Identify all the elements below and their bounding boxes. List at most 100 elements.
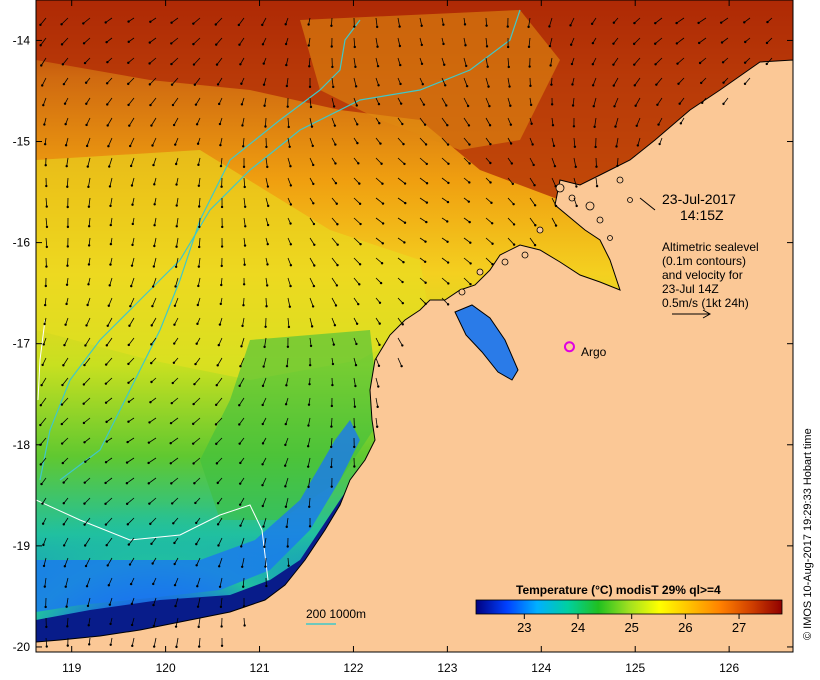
velocity-arrow-head (333, 324, 337, 327)
velocity-arrow-head (308, 382, 311, 386)
velocity-arrow-head (241, 124, 244, 127)
velocity-arrow-head (148, 502, 151, 505)
velocity-arrow-head (284, 403, 288, 406)
velocity-arrow (308, 417, 311, 426)
velocity-arrow-head (193, 382, 196, 386)
velocity-arrow (507, 217, 515, 225)
velocity-arrow-head (312, 202, 315, 205)
velocity-arrow-head (87, 225, 91, 228)
velocity-arrow (463, 37, 466, 46)
velocity-arrow (397, 37, 401, 47)
velocity-arrow-head (129, 582, 133, 586)
velocity-arrow-head (378, 301, 382, 305)
velocity-arrow-head (87, 624, 90, 627)
velocity-arrow-head (353, 425, 356, 429)
velocity-arrow-head (261, 463, 264, 466)
velocity-arrow-head (175, 204, 178, 207)
velocity-arrow (528, 17, 531, 27)
velocity-arrow-head (377, 102, 381, 106)
velocity-arrow (242, 137, 245, 147)
velocity-arrow (198, 257, 201, 267)
velocity-arrow (171, 37, 179, 44)
lon-tick-label: 120 (156, 661, 176, 675)
velocity-arrow-head (313, 243, 316, 246)
velocity-arrow-head (528, 65, 531, 68)
scale-arrow (672, 309, 712, 319)
velocity-arrow-head (679, 122, 683, 125)
velocity-arrow-head (488, 104, 491, 108)
colorbar-tick-label: 27 (732, 620, 746, 635)
velocity-arrow-head (220, 205, 224, 209)
velocity-arrow (419, 277, 426, 284)
velocity-arrow-head (489, 161, 492, 165)
velocity-arrow (40, 397, 47, 406)
velocity-arrow-head (109, 263, 112, 266)
velocity-arrow-head (507, 65, 510, 69)
velocity-arrow (441, 77, 446, 86)
velocity-arrow-head (287, 325, 291, 329)
velocity-arrow-head (217, 343, 221, 347)
velocity-arrow (67, 257, 69, 266)
velocity-arrow (240, 57, 245, 65)
velocity-arrow-head (170, 401, 173, 405)
velocity-arrow-head (285, 63, 288, 67)
velocity-arrow (613, 37, 619, 44)
velocity-arrow-head (238, 43, 241, 46)
velocity-arrow (129, 317, 135, 326)
velocity-arrow (153, 637, 157, 647)
sealevel-contour (37, 319, 46, 401)
velocity-arrow-head (289, 222, 292, 225)
velocity-arrow-head (43, 585, 47, 588)
velocity-arrow-head (126, 440, 129, 444)
velocity-arrow-head (240, 103, 244, 106)
velocity-arrow-head (41, 84, 44, 87)
velocity-arrow-head (215, 383, 218, 387)
velocity-arrow (676, 17, 685, 24)
velocity-arrow (129, 297, 135, 307)
velocity-arrow-head (44, 605, 47, 609)
velocity-arrow (549, 17, 553, 27)
velocity-arrow (353, 37, 356, 47)
velocity-arrow-head (131, 243, 134, 247)
velocity-arrow-head (127, 381, 130, 385)
velocity-arrow (419, 157, 428, 165)
velocity-arrow (128, 377, 135, 384)
velocity-arrow-head (60, 403, 64, 406)
velocity-arrow-head (107, 304, 110, 307)
velocity-arrow (87, 597, 91, 606)
velocity-arrow (45, 217, 48, 227)
velocity-arrow-head (41, 502, 44, 505)
velocity-arrow-head (262, 62, 265, 65)
velocity-arrow (397, 237, 405, 243)
velocity-arrow-head (591, 62, 595, 66)
velocity-arrow-head (40, 64, 43, 67)
velocity-arrow-head (217, 544, 220, 547)
velocity-arrow-head (85, 144, 89, 148)
velocity-arrow (263, 517, 267, 527)
velocity-arrow (507, 237, 515, 245)
velocity-arrow-head (109, 204, 112, 208)
velocity-arrow-head (147, 441, 151, 444)
velocity-arrow-head (130, 184, 134, 187)
velocity-arrow (170, 417, 179, 424)
velocity-arrow (85, 557, 91, 567)
velocity-arrow (397, 57, 401, 66)
velocity-arrow (88, 237, 91, 246)
velocity-arrow-head (109, 223, 112, 227)
velocity-arrow (265, 557, 267, 567)
velocity-arrow-head (262, 365, 265, 368)
velocity-arrow (616, 157, 619, 166)
velocity-arrow (637, 137, 641, 146)
velocity-arrow-head (45, 225, 49, 229)
velocity-arrow-head (308, 85, 312, 89)
velocity-arrow-head (442, 42, 445, 46)
velocity-arrow-head (289, 243, 293, 246)
velocity-arrow-head (66, 205, 69, 209)
velocity-arrow-head (108, 284, 111, 287)
velocity-arrow-head (152, 265, 156, 268)
velocity-arrow (61, 417, 69, 425)
lon-tick-label: 121 (250, 661, 270, 675)
velocity-arrow-head (220, 264, 223, 268)
velocity-arrow (153, 597, 157, 606)
velocity-arrow-head (400, 364, 403, 368)
